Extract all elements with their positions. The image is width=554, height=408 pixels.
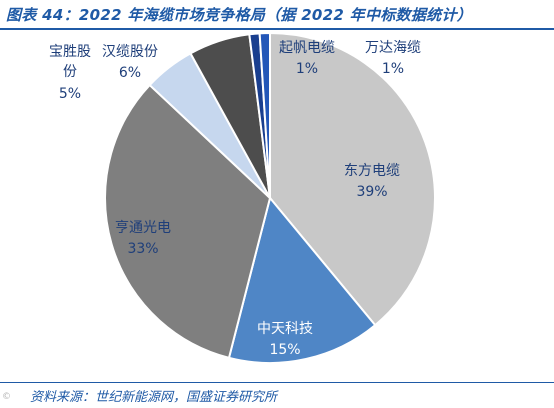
pie-slice-2 — [104, 83, 272, 360]
pie-slice-0 — [269, 31, 436, 327]
title-rule — [0, 28, 554, 30]
slice-name-1: 中天科技 — [257, 321, 313, 337]
slice-value-0: 39% — [356, 184, 387, 200]
pie-slice-6 — [258, 31, 271, 199]
slice-value-2: 33% — [127, 241, 158, 257]
watermark-mark: © — [2, 392, 11, 402]
pie-slices — [104, 31, 436, 364]
source-note: 资料来源：世纪新能源网，国盛证券研究所 — [30, 390, 278, 405]
slice-value-1: 15% — [269, 342, 300, 358]
slice-value-6: 1% — [382, 61, 404, 77]
slice-value-5: 1% — [296, 61, 318, 77]
slice-name-5: 起帆电缆 — [279, 40, 335, 56]
slice-name-0: 东方电缆 — [344, 163, 400, 179]
slice-name-3-cont: 份 — [63, 64, 77, 80]
pie-slice-1 — [227, 195, 377, 364]
slice-value-4: 6% — [119, 65, 141, 81]
slice-name-2: 亨通光电 — [115, 219, 171, 236]
slice-name-3: 宝胜股 — [49, 44, 91, 60]
slice-value-3: 5% — [59, 86, 81, 102]
chart-title: 图表 44：2022 年海缆市场竞争格局（据 2022 年中标数据统计） — [6, 6, 473, 24]
slice-name-4: 汉缆股份 — [102, 44, 158, 60]
source-rule — [0, 382, 554, 383]
slice-name-6: 万达海缆 — [365, 40, 421, 56]
